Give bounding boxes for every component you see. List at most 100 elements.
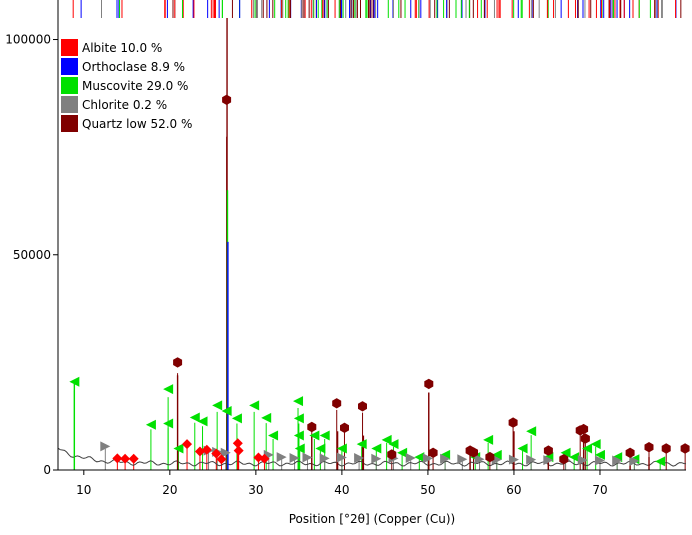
quartz-low-marker bbox=[644, 442, 654, 453]
legend-label: Quartz low 52.0 % bbox=[82, 117, 192, 131]
muscovite-marker bbox=[69, 376, 80, 387]
muscovite-marker bbox=[221, 406, 232, 417]
chlorite-marker bbox=[543, 455, 554, 466]
muscovite-marker bbox=[517, 443, 528, 454]
muscovite-marker bbox=[440, 449, 451, 460]
albite-marker bbox=[194, 446, 205, 457]
muscovite-marker bbox=[293, 430, 304, 441]
chlorite-marker bbox=[220, 447, 231, 458]
reference-tick-strip bbox=[72, 0, 682, 18]
quartz-low-marker bbox=[332, 398, 342, 409]
muscovite-marker bbox=[163, 418, 174, 429]
muscovite-marker bbox=[315, 443, 326, 454]
chlorite-marker bbox=[319, 453, 330, 464]
muscovite-marker bbox=[319, 430, 330, 441]
albite-marker bbox=[233, 445, 244, 456]
muscovite-marker bbox=[655, 456, 666, 467]
legend: Albite 10.0 % Orthoclase 8.9 % Muscovite 2… bbox=[61, 39, 192, 132]
quartz-low-marker bbox=[428, 447, 438, 458]
quartz-low-marker bbox=[358, 401, 367, 412]
x-tick-label: 60 bbox=[506, 483, 521, 497]
quartz-low-marker bbox=[543, 445, 553, 456]
diffractogram-trace bbox=[57, 447, 687, 467]
legend-swatch bbox=[61, 58, 78, 75]
muscovite-marker bbox=[397, 447, 408, 458]
muscovite-marker bbox=[212, 400, 223, 411]
chlorite-marker bbox=[440, 453, 451, 464]
muscovite-marker bbox=[189, 412, 200, 423]
baseline-trace bbox=[57, 447, 687, 467]
chlorite-marker bbox=[594, 455, 605, 466]
quartz-low-marker bbox=[625, 447, 635, 458]
x-tick-label: 10 bbox=[76, 483, 91, 497]
quartz-low-marker bbox=[661, 443, 671, 454]
y-tick-label: 100000 bbox=[5, 33, 51, 47]
chlorite-marker bbox=[371, 453, 382, 464]
quartz-low-marker bbox=[424, 378, 434, 390]
legend-swatch bbox=[61, 39, 78, 56]
quartz-low-marker bbox=[680, 443, 690, 454]
chlorite-marker bbox=[457, 454, 468, 465]
x-tick-label: 20 bbox=[162, 483, 177, 497]
legend-swatch bbox=[61, 77, 78, 94]
muscovite-marker bbox=[381, 434, 392, 445]
chlorite-marker bbox=[526, 454, 537, 465]
quartz-low-marker bbox=[173, 357, 183, 368]
muscovite-marker bbox=[268, 430, 279, 441]
muscovite-marker bbox=[197, 416, 208, 427]
legend-swatch bbox=[61, 115, 78, 132]
muscovite-marker bbox=[569, 452, 580, 463]
muscovite-marker bbox=[582, 443, 593, 454]
chlorite-marker bbox=[276, 452, 287, 463]
muscovite-marker bbox=[560, 447, 571, 458]
x-tick-label: 40 bbox=[334, 483, 349, 497]
chlorite-marker bbox=[302, 452, 313, 463]
albite-marker bbox=[201, 444, 212, 455]
chlorite-marker bbox=[100, 441, 111, 452]
x-axis-title: Position [°2θ] (Copper (Cu)) bbox=[289, 512, 456, 526]
albite-marker bbox=[216, 454, 227, 465]
quartz-low-marker bbox=[340, 422, 349, 433]
legend-label: Albite 10.0 % bbox=[82, 41, 162, 55]
albite-marker bbox=[128, 453, 139, 464]
albite-marker bbox=[182, 439, 193, 450]
chlorite-marker bbox=[289, 452, 300, 463]
quartz-low-marker bbox=[508, 417, 518, 428]
muscovite-marker bbox=[145, 419, 156, 430]
muscovite-marker bbox=[231, 413, 242, 424]
y-tick-label: 50000 bbox=[13, 248, 51, 262]
chlorite-marker bbox=[405, 452, 416, 463]
quartz-low-marker bbox=[387, 449, 397, 460]
muscovite-marker bbox=[414, 452, 425, 463]
quartz-low-marker bbox=[307, 421, 317, 433]
muscovite-marker bbox=[491, 449, 502, 460]
chlorite-marker bbox=[577, 455, 588, 466]
legend-label: Chlorite 0.2 % bbox=[82, 98, 167, 112]
muscovite-marker bbox=[309, 430, 320, 441]
chlorite-marker bbox=[508, 454, 519, 465]
legend-label: Orthoclase 8.9 % bbox=[82, 60, 185, 74]
x-tick-label: 70 bbox=[592, 483, 607, 497]
phase-markers bbox=[69, 94, 690, 467]
muscovite-marker bbox=[590, 439, 601, 450]
muscovite-marker bbox=[293, 413, 304, 424]
albite-marker bbox=[211, 448, 222, 459]
albite-marker bbox=[232, 438, 243, 449]
chlorite-marker bbox=[629, 455, 640, 466]
albite-marker bbox=[259, 453, 270, 464]
chlorite-marker bbox=[474, 454, 485, 465]
albite-marker bbox=[120, 453, 131, 464]
y-tick-label: 0 bbox=[43, 463, 51, 477]
quartz-low-marker bbox=[485, 451, 495, 463]
muscovite-marker bbox=[173, 443, 184, 454]
muscovite-marker bbox=[526, 426, 537, 437]
albite-marker bbox=[112, 453, 123, 464]
chlorite-marker bbox=[612, 455, 623, 466]
muscovite-marker bbox=[356, 439, 367, 450]
x-tick-label: 30 bbox=[248, 483, 263, 497]
chlorite-marker bbox=[422, 453, 433, 464]
muscovite-marker bbox=[261, 412, 272, 423]
muscovite-marker bbox=[388, 439, 399, 450]
legend-swatch bbox=[61, 96, 78, 113]
